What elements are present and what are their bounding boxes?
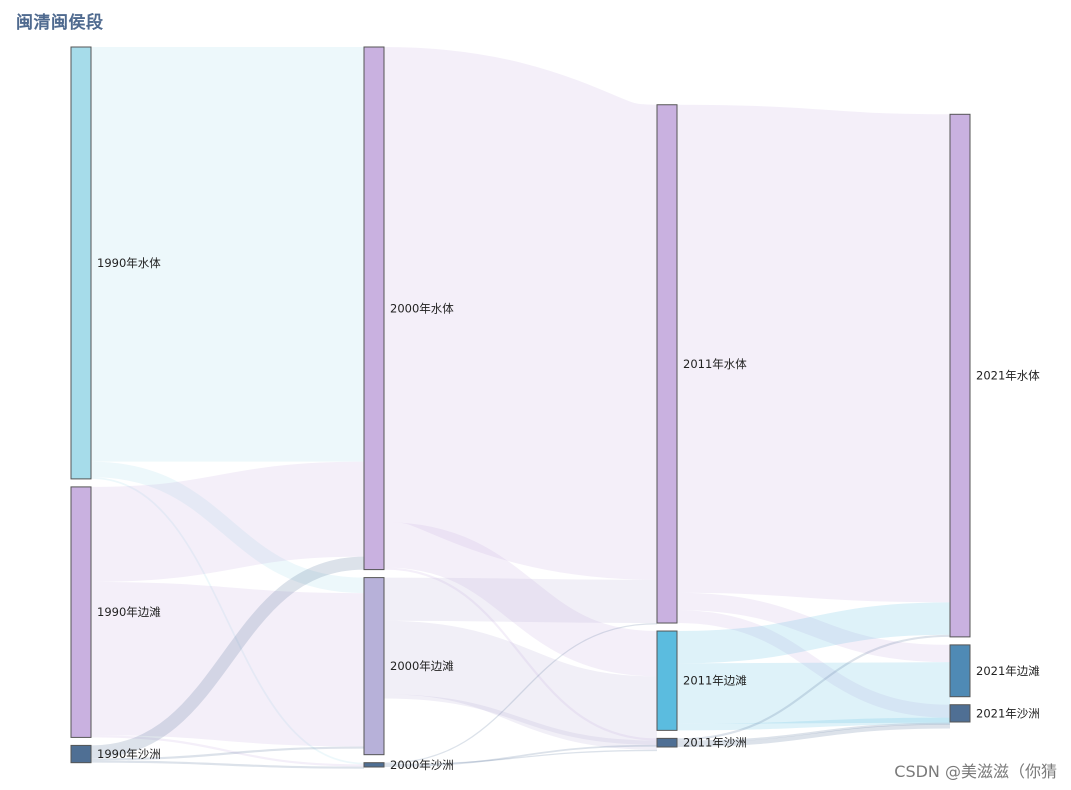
node-label: 2000年沙洲 — [390, 758, 454, 772]
flow-link — [383, 522, 658, 677]
node-label: 1990年水体 — [97, 256, 161, 270]
flow-link — [90, 461, 365, 594]
node-bar — [656, 630, 678, 731]
flow-link — [383, 749, 658, 766]
node-label: 2011年沙洲 — [683, 736, 747, 750]
flow-link — [676, 724, 951, 748]
node-bar — [949, 113, 971, 638]
flow-link — [383, 623, 658, 764]
node-label: 1990年边滩 — [97, 605, 161, 619]
flow-link — [90, 735, 365, 767]
node-bar — [656, 104, 678, 624]
node-label: 2000年边滩 — [390, 659, 454, 673]
chart-title: 闽清闽侯段 — [16, 13, 104, 33]
flow-link — [383, 577, 658, 624]
node-label: 2000年水体 — [390, 301, 454, 315]
flow-link — [676, 717, 951, 731]
flow-link — [676, 592, 951, 663]
node-label: 2011年边滩 — [683, 674, 747, 688]
flow-link — [378, 47, 663, 580]
flow-link — [90, 556, 365, 759]
flow-link — [676, 104, 951, 603]
node-bar — [656, 737, 678, 748]
flow-link — [383, 744, 658, 767]
watermark: CSDN @美滋滋（你猜 — [894, 762, 1057, 781]
node-bar — [363, 46, 385, 571]
node-label: 2011年水体 — [683, 357, 747, 371]
node-bar — [70, 486, 92, 738]
links-layer — [90, 46, 951, 769]
flow-link — [383, 567, 658, 741]
node-bar — [363, 577, 385, 756]
flow-link — [90, 760, 365, 769]
flow-link — [90, 461, 365, 582]
node-label: 2021年沙洲 — [976, 706, 1040, 720]
flow-link — [383, 694, 658, 745]
node-bar — [70, 46, 92, 480]
flow-link — [90, 581, 365, 747]
flow-link — [676, 610, 951, 718]
node-label: 2021年边滩 — [976, 664, 1040, 678]
flow-link — [676, 634, 951, 741]
flow-link — [90, 746, 365, 761]
node-label: 2021年水体 — [976, 369, 1040, 383]
node-bar — [363, 762, 385, 768]
labels-layer: 1990年水体 1990年边滩 1990年沙洲 2000年水体 2000年边滩 2000年… — [97, 256, 1040, 772]
node-bar — [949, 644, 971, 698]
flow-link — [383, 620, 658, 750]
node-bar — [70, 744, 92, 764]
flow-link — [676, 602, 951, 664]
flow-link — [676, 662, 951, 724]
node-label: 1990年沙洲 — [97, 747, 161, 761]
node-bar — [949, 704, 971, 723]
flow-link — [676, 722, 951, 743]
flow-link — [90, 477, 365, 765]
nodes-layer — [70, 46, 971, 768]
